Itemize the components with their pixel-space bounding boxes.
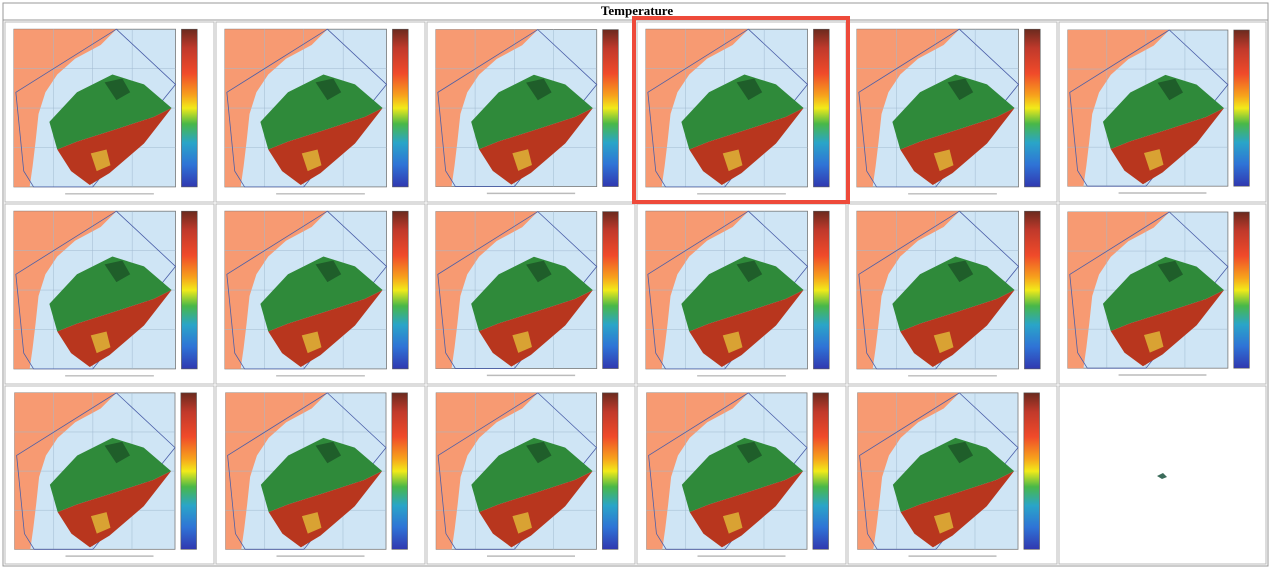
map-thumbnail[interactable] <box>226 393 408 556</box>
thumbnail-grid <box>5 18 1266 564</box>
screen: Temperature <box>0 0 1271 569</box>
map-thumbnail[interactable] <box>646 29 829 194</box>
map-thumbnail[interactable] <box>858 393 1040 556</box>
map-thumbnail[interactable] <box>857 29 1040 194</box>
map-thumbnail[interactable] <box>436 393 618 556</box>
map-thumbnail[interactable] <box>1068 212 1250 375</box>
map-thumbnail[interactable] <box>857 211 1040 376</box>
map-thumbnail[interactable] <box>225 211 408 376</box>
panel-title: Temperature <box>601 3 673 18</box>
map-thumbnail[interactable] <box>1068 30 1250 193</box>
page: Temperature (() => { const data = JSON.p… <box>0 0 1271 569</box>
map-thumbnail[interactable] <box>646 211 829 376</box>
map-thumbnail[interactable] <box>436 30 618 194</box>
map-thumbnail[interactable] <box>436 212 618 376</box>
map-thumbnail[interactable] <box>225 29 408 194</box>
map-thumbnail[interactable] <box>14 29 197 194</box>
map-thumbnail[interactable] <box>14 211 197 376</box>
map-thumbnail[interactable] <box>647 393 829 556</box>
map-thumbnail[interactable] <box>15 393 197 556</box>
